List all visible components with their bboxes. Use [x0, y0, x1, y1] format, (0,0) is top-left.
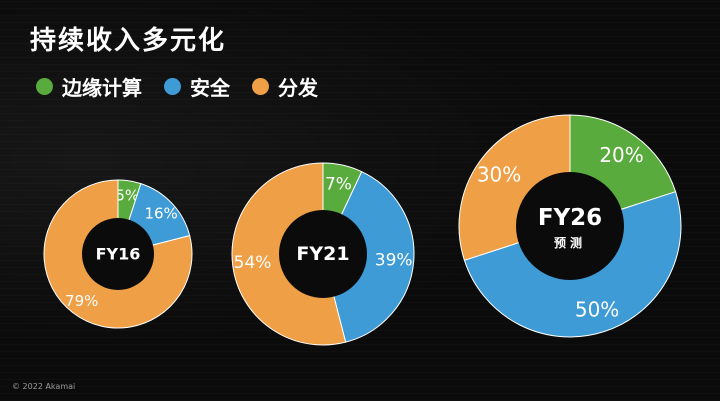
donut-chart-fy21: 7% 39% 54% FY21: [231, 162, 415, 346]
slice-label: 50%: [575, 297, 619, 321]
legend-swatch-security: [164, 78, 181, 95]
slice-安全: [322, 170, 415, 343]
donut-hole: [82, 218, 154, 290]
slide-title: 持续收入多元化: [30, 26, 227, 56]
donut-center-label: FY16: [96, 245, 141, 264]
legend-item-delivery: 分发: [252, 72, 318, 101]
copyright-footer: © 2022 Akamai: [12, 382, 76, 391]
legend-swatch-delivery: [252, 78, 269, 95]
slice-label: 30%: [477, 162, 521, 186]
slice-label: 39%: [375, 251, 413, 271]
legend-item-edge: 边缘计算: [36, 72, 142, 101]
donut-center-label: FY21: [296, 243, 349, 265]
legend-label-edge: 边缘计算: [62, 76, 142, 100]
donut-hole: [279, 210, 367, 298]
legend-item-security: 安全: [164, 72, 230, 101]
donut-hole: [516, 172, 624, 280]
legend-swatch-edge: [36, 78, 53, 95]
legend-label-security: 安全: [190, 76, 230, 100]
slice-label: 5%: [115, 187, 139, 205]
donut-chart-fy16: 5% 16% 79% FY16: [43, 179, 193, 329]
legend: 边缘计算 安全 分发: [36, 72, 318, 101]
slice-label: 79%: [65, 292, 98, 310]
slice-label: 54%: [234, 253, 272, 273]
donut-center-label: FY26: [538, 205, 602, 231]
slice-label: 16%: [144, 204, 177, 222]
slice-label: 20%: [599, 143, 643, 167]
legend-label-delivery: 分发: [278, 76, 318, 100]
slice-label: 7%: [325, 175, 352, 195]
donut-chart-fy26: 20% 50% 30% FY26 预测: [458, 114, 682, 338]
donut-center-sublabel: 预测: [554, 235, 586, 250]
